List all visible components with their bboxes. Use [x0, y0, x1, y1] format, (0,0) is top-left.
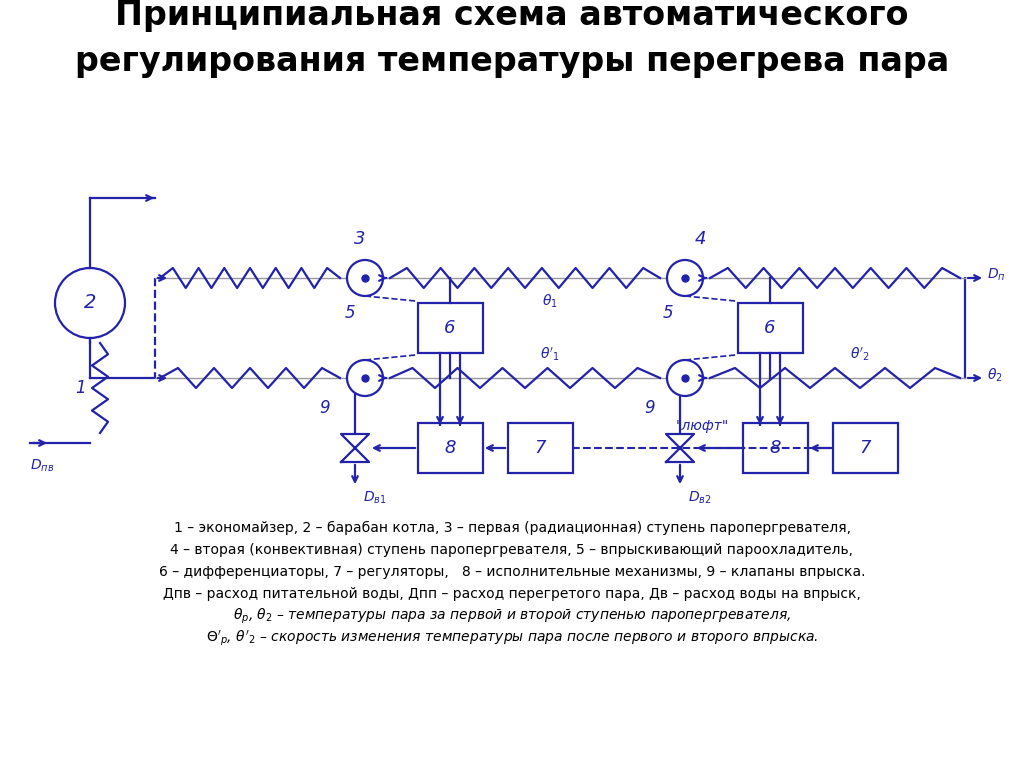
- Bar: [508, 423, 572, 473]
- Text: 5: 5: [345, 304, 355, 322]
- Text: $\theta_2$: $\theta_2$: [987, 366, 1002, 384]
- Polygon shape: [341, 434, 369, 462]
- Text: 6: 6: [444, 319, 456, 337]
- Text: 5: 5: [663, 304, 674, 322]
- Text: $\theta'_2$: $\theta'_2$: [850, 346, 870, 363]
- Text: 4 – вторая (конвективная) ступень паропергревателя, 5 – впрыскивающий пароохлади: 4 – вторая (конвективная) ступень паропе…: [171, 543, 853, 557]
- Polygon shape: [666, 434, 694, 462]
- Bar: [742, 423, 808, 473]
- Circle shape: [667, 360, 703, 396]
- Text: 9: 9: [319, 399, 331, 417]
- Text: 1 – экономайзер, 2 – барабан котла, 3 – первая (радиационная) ступень паропергре: 1 – экономайзер, 2 – барабан котла, 3 – …: [173, 521, 851, 535]
- Circle shape: [347, 260, 383, 296]
- Text: 4: 4: [694, 230, 706, 248]
- Text: Дпв – расход питательной воды, Дпп – расход перегретого пара, Дв – расход воды н: Дпв – расход питательной воды, Дпп – рас…: [163, 587, 861, 601]
- Text: Принципиальная схема автоматического
регулирования температуры перегрева пара: Принципиальная схема автоматического рег…: [75, 0, 949, 78]
- Text: 6 – дифференциаторы, 7 – регуляторы,   8 – исполнительные механизмы, 9 – клапаны: 6 – дифференциаторы, 7 – регуляторы, 8 –…: [159, 565, 865, 579]
- Bar: [737, 303, 803, 353]
- Text: "люфт": "люфт": [676, 419, 729, 433]
- Text: 3: 3: [354, 230, 366, 248]
- Text: $\Theta'_р$, $\theta'_2$ – скорость изменения температуры пара после первого и в: $\Theta'_р$, $\theta'_2$ – скорость изме…: [206, 628, 818, 647]
- Text: $D_{пв}$: $D_{пв}$: [30, 458, 54, 475]
- Text: $D_п$: $D_п$: [987, 266, 1006, 283]
- Text: 9: 9: [645, 399, 655, 417]
- Text: $D_{в1}$: $D_{в1}$: [362, 490, 387, 506]
- Text: $\theta_р$, $\theta_2$ – температуры пара за первой и второй ступенью паропергре: $\theta_р$, $\theta_2$ – температуры пар…: [232, 607, 792, 626]
- Text: 7: 7: [859, 439, 870, 457]
- Circle shape: [347, 360, 383, 396]
- Text: 8: 8: [769, 439, 780, 457]
- Text: 2: 2: [84, 293, 96, 313]
- Text: 1: 1: [75, 379, 85, 397]
- Text: 8: 8: [444, 439, 456, 457]
- Text: $D_{в2}$: $D_{в2}$: [688, 490, 712, 506]
- Text: $\theta'_1$: $\theta'_1$: [540, 346, 560, 363]
- Bar: [418, 423, 482, 473]
- Text: $\theta_1$: $\theta_1$: [542, 293, 558, 310]
- Bar: [833, 423, 897, 473]
- Text: 6: 6: [764, 319, 776, 337]
- Text: 7: 7: [535, 439, 546, 457]
- Bar: [418, 303, 482, 353]
- Circle shape: [667, 260, 703, 296]
